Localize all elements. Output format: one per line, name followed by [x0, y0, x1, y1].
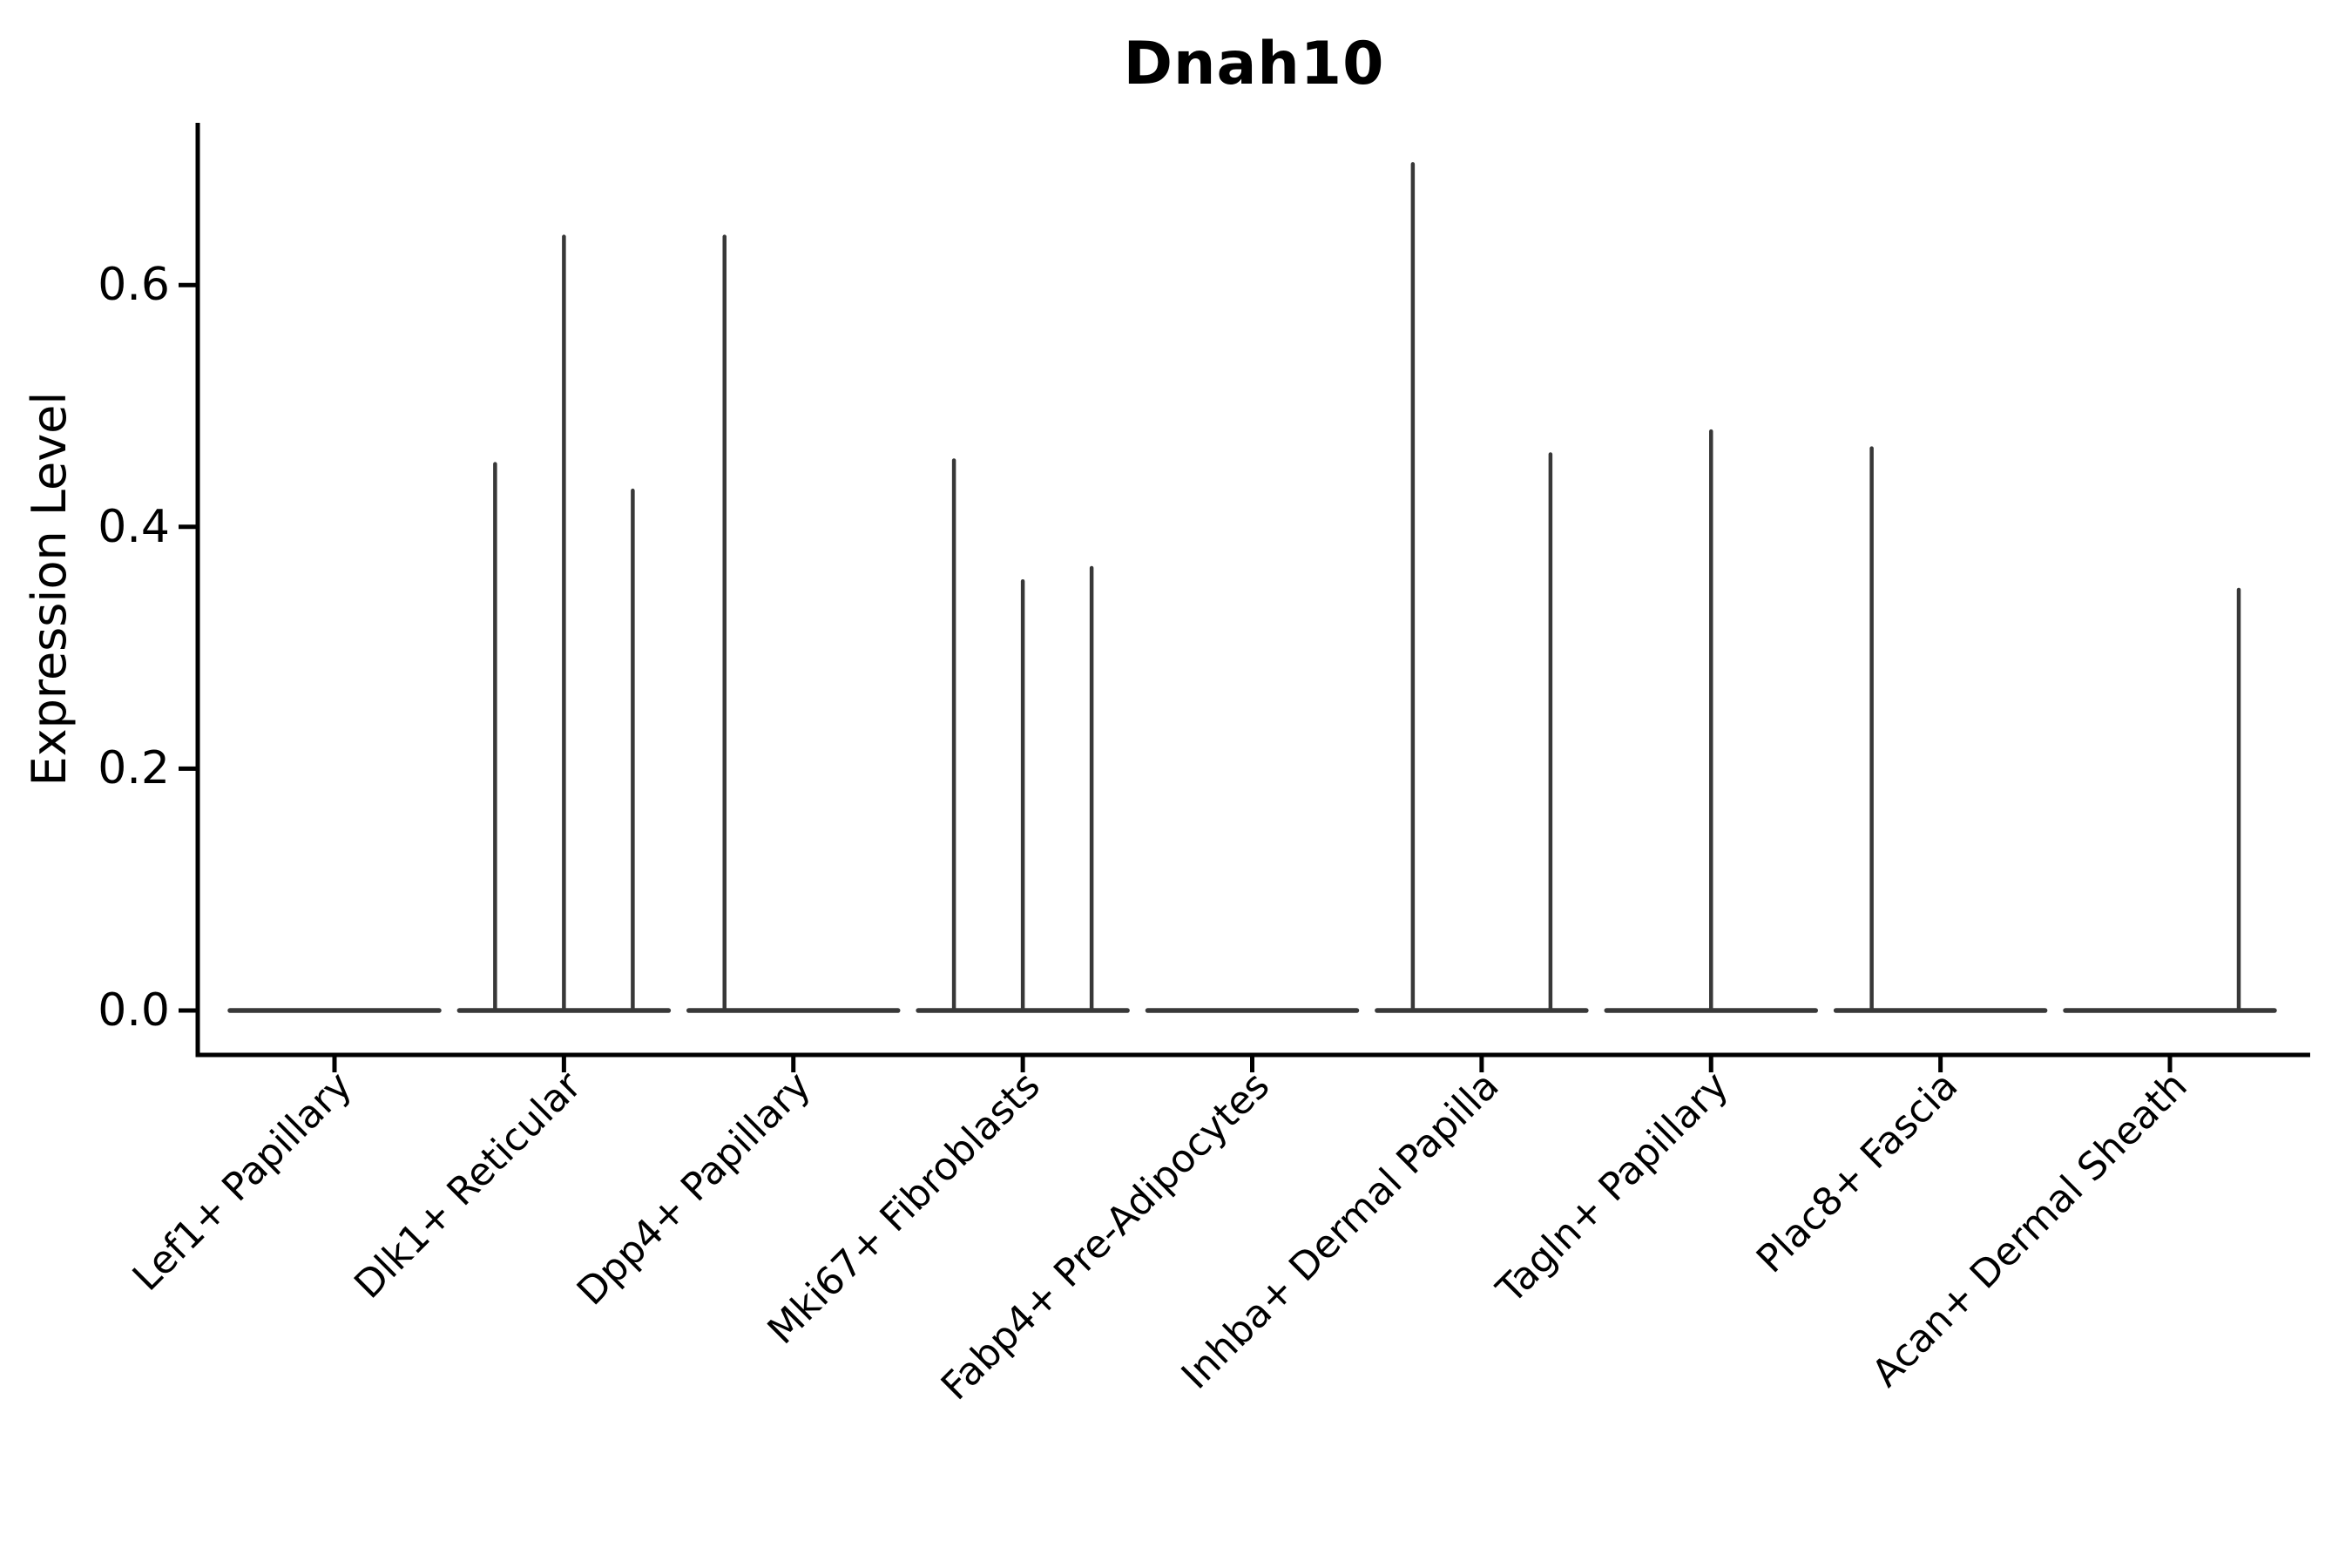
y-tick-label: 0.2	[98, 742, 170, 795]
x-axis-label: Tagln+ Papillary	[1488, 1064, 1737, 1313]
y-tick-label: 0.6	[98, 259, 170, 312]
x-axis-label: Dpp4+ Papillary	[569, 1064, 820, 1315]
chart-title: Dnah10	[1123, 30, 1385, 98]
x-axis-label: Lef1+ Papillary	[125, 1064, 361, 1300]
x-axis-label: Dlk1+ Reticular	[346, 1063, 591, 1308]
x-axis-label: Plac8+ Fascia	[1748, 1064, 1967, 1282]
y-tick-label: 0.0	[98, 984, 170, 1037]
y-tick-label: 0.4	[98, 500, 170, 553]
